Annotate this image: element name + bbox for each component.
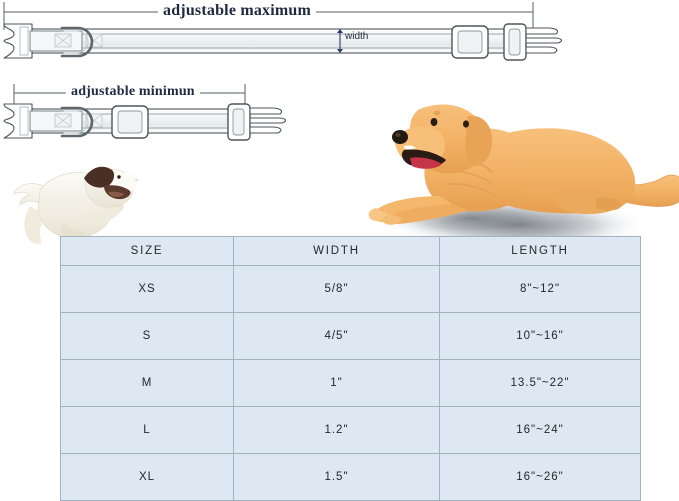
table-row: M 1" 13.5"~22" (60, 359, 641, 407)
column-header-width: WIDTH (233, 236, 440, 266)
side-release-buckle-min (227, 103, 287, 141)
collar-diagram-minimum (3, 103, 287, 141)
column-header-length: LENGTH (439, 236, 641, 266)
collar-diagram-maximum (3, 23, 563, 61)
slider-buckle-max (451, 25, 489, 59)
cell-width: 5/8" (233, 265, 440, 313)
width-arrow (337, 29, 343, 53)
cell-width: 1.5" (233, 453, 440, 501)
slider-buckle-min (111, 105, 149, 139)
cell-length: 8"~12" (439, 265, 641, 313)
table-header-row: SIZE WIDTH LENGTH (60, 236, 641, 266)
cell-length: 10"~16" (439, 312, 641, 360)
size-chart-table: SIZE WIDTH LENGTH XS 5/8" 8"~12" S 4/5" … (60, 236, 641, 501)
adjustable-maximum-label: adjustable maximum (158, 2, 317, 20)
cell-length: 13.5"~22" (439, 359, 641, 407)
width-label: width (345, 31, 369, 42)
cell-size: M (60, 359, 234, 407)
cell-width: 1.2" (233, 406, 440, 454)
cell-width: 1" (233, 359, 440, 407)
side-release-buckle-max (503, 23, 563, 61)
cell-length: 16"~24" (439, 406, 641, 454)
cell-size: XL (60, 453, 234, 501)
golden-retriever-illustration (368, 104, 679, 225)
column-header-size: SIZE (60, 236, 234, 266)
cell-size: XS (60, 265, 234, 313)
cell-width: 4/5" (233, 312, 440, 360)
table-row: S 4/5" 10"~16" (60, 312, 641, 360)
product-size-chart-image: adjustable maximum adjustable minimun wi… (3, 2, 679, 501)
cell-size: S (60, 312, 234, 360)
table-row: XL 1.5" 16"~26" (60, 453, 641, 501)
table-row: L 1.2" 16"~24" (60, 406, 641, 454)
cell-size: L (60, 406, 234, 454)
cell-length: 16"~26" (439, 453, 641, 501)
adjustable-minimum-label: adjustable minimun (66, 84, 200, 100)
table-row: XS 5/8" 8"~12" (60, 265, 641, 313)
